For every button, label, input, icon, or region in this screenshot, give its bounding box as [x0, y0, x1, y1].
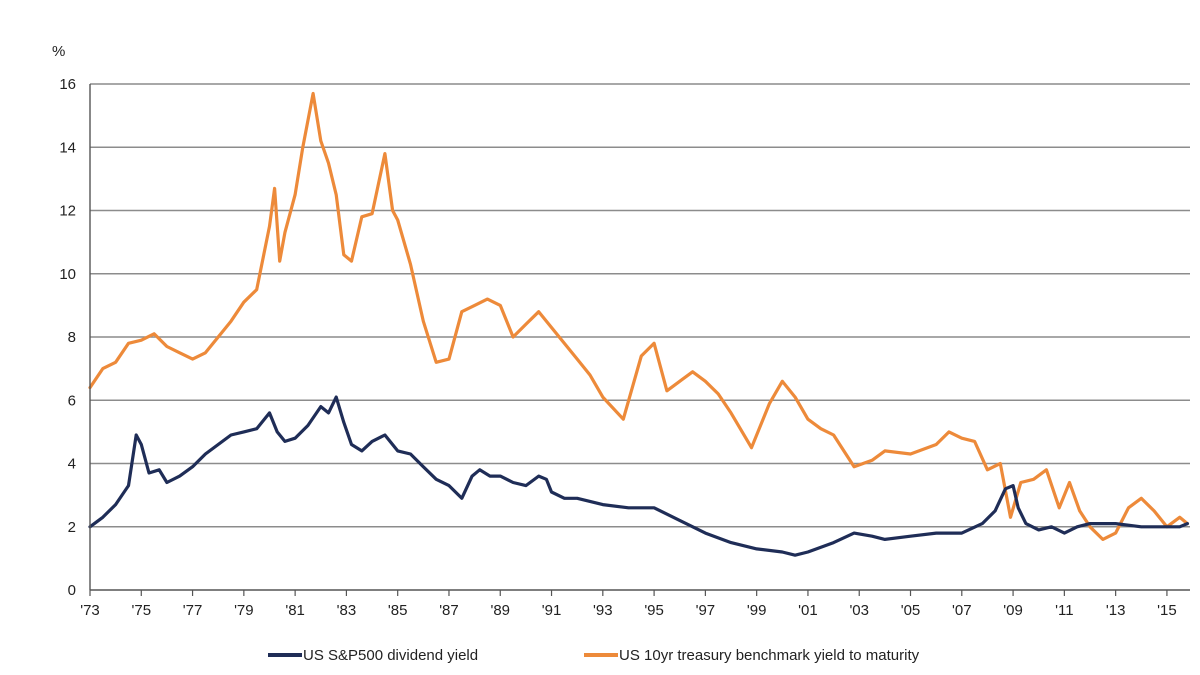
y-tick-label: 6 [68, 392, 76, 409]
series-line-dividend-yield [88, 395, 1189, 557]
x-tick-label: '77 [183, 602, 203, 619]
x-tick-label: '05 [901, 602, 921, 619]
series-line-treasury-yield [88, 91, 1189, 541]
y-tick-label: 10 [59, 266, 76, 283]
x-tick-label: '11 [1055, 602, 1073, 619]
x-tick-label: '13 [1106, 602, 1126, 619]
x-axis-ticks: '73 '75 '77 '79 '81 '83 '85 '87 '89 '91 '93 '95 '97 '… [80, 590, 1177, 619]
x-tick-label: '87 [439, 602, 459, 619]
x-tick-label: '73 [80, 602, 100, 619]
y-tick-label: 4 [68, 456, 76, 473]
x-tick-label: '01 [798, 602, 818, 619]
x-tick-label: '93 [593, 602, 613, 619]
y-axis-ticks: 0 2 4 6 8 10 12 14 16 [59, 76, 76, 599]
x-tick-label: '83 [337, 602, 357, 619]
y-tick-label: 2 [68, 519, 76, 536]
gridlines [90, 83, 1190, 528]
y-axis-unit-label: % [52, 43, 65, 60]
legend-label-treasury: US 10yr treasury benchmark yield to matu… [619, 647, 920, 664]
x-tick-label: '81 [285, 602, 305, 619]
data-series [88, 91, 1189, 557]
x-tick-label: '15 [1157, 602, 1177, 619]
y-tick-label: 8 [68, 329, 76, 346]
axes [89, 84, 1190, 591]
legend-label-dividend: US S&P500 dividend yield [303, 647, 478, 664]
x-tick-label: '79 [234, 602, 254, 619]
x-tick-label: '95 [644, 602, 664, 619]
y-tick-label: 14 [59, 139, 76, 156]
x-tick-label: '97 [696, 602, 716, 619]
x-tick-label: '09 [1003, 602, 1023, 619]
legend: US S&P500 dividend yield US 10yr treasur… [268, 647, 920, 664]
x-tick-label: '07 [952, 602, 972, 619]
x-tick-label: '75 [132, 602, 152, 619]
x-tick-label: '99 [747, 602, 767, 619]
y-tick-label: 0 [68, 582, 76, 599]
x-tick-label: '85 [388, 602, 408, 619]
y-tick-label: 16 [59, 76, 76, 93]
x-tick-label: '03 [849, 602, 869, 619]
x-tick-label: '91 [542, 602, 562, 619]
x-tick-label: '89 [490, 602, 510, 619]
y-tick-label: 12 [59, 203, 76, 220]
